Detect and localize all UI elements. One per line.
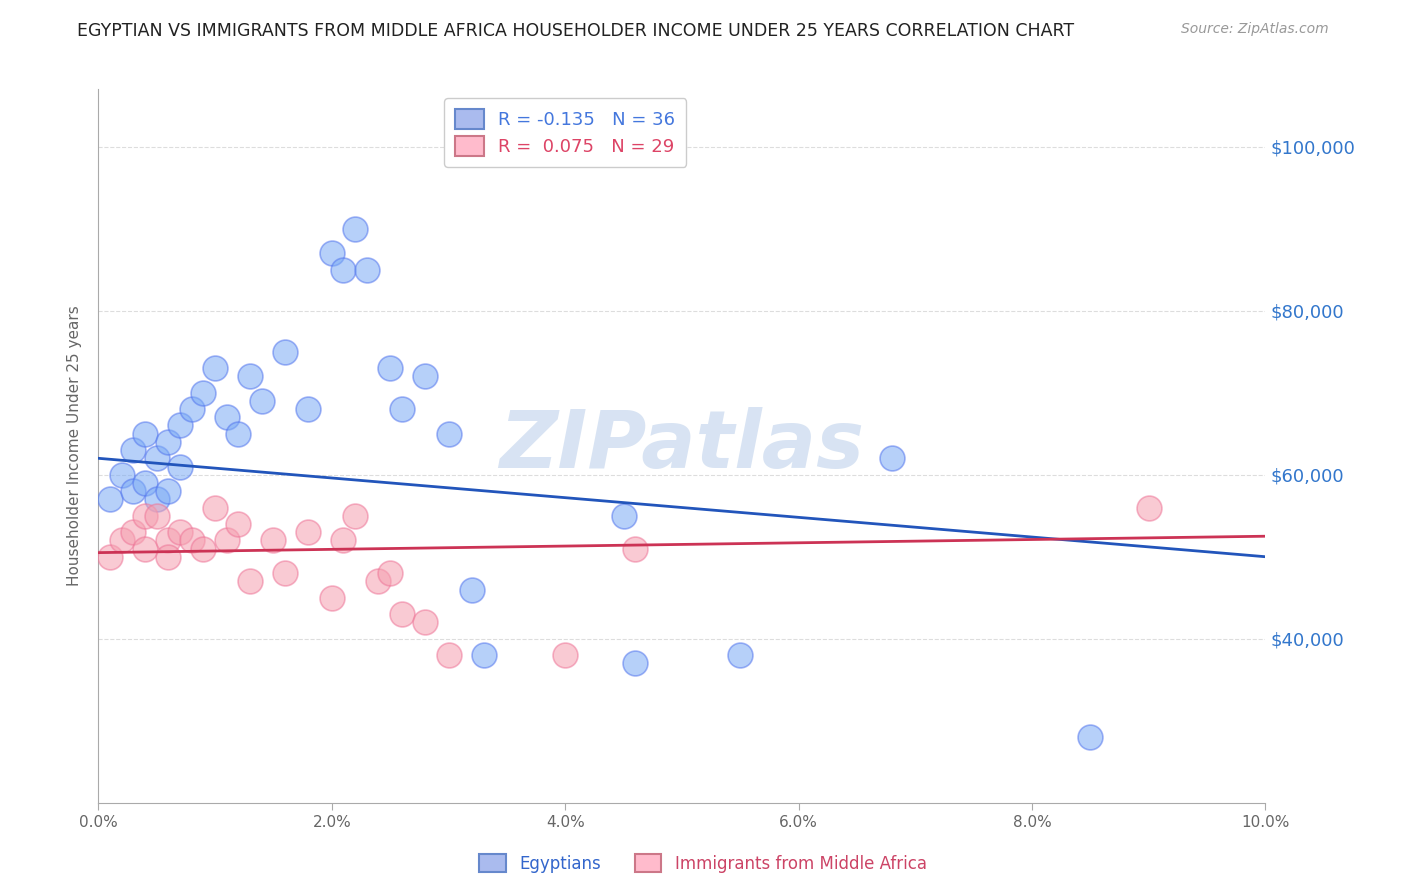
Y-axis label: Householder Income Under 25 years: Householder Income Under 25 years [67, 306, 83, 586]
Point [122, 525, 145, 540]
Point [461, 582, 484, 597]
Text: ZIPatlas: ZIPatlas [499, 407, 865, 485]
Point [332, 262, 354, 277]
Point [437, 648, 460, 662]
Point [624, 657, 647, 671]
Point [169, 418, 191, 433]
Point [180, 402, 202, 417]
Point [157, 484, 180, 499]
Point [146, 451, 169, 466]
Point [134, 475, 156, 490]
Point [297, 402, 319, 417]
Point [321, 246, 343, 260]
Point [169, 525, 191, 540]
Point [122, 484, 145, 499]
Point [250, 393, 273, 408]
Point [98, 492, 121, 507]
Point [344, 221, 367, 235]
Point [624, 541, 647, 556]
Point [215, 533, 238, 548]
Point [146, 492, 169, 507]
Point [146, 508, 169, 523]
Point [157, 533, 180, 548]
Point [413, 615, 436, 630]
Point [1137, 500, 1160, 515]
Point [204, 361, 226, 376]
Point [134, 508, 156, 523]
Point [321, 591, 343, 605]
Point [228, 426, 250, 441]
Point [728, 648, 751, 662]
Point [262, 533, 284, 548]
Point [612, 508, 634, 523]
Text: Source: ZipAtlas.com: Source: ZipAtlas.com [1181, 22, 1329, 37]
Point [297, 525, 319, 540]
Point [356, 262, 378, 277]
Point [239, 369, 262, 384]
Point [332, 533, 354, 548]
Point [169, 459, 191, 474]
Point [367, 574, 389, 589]
Point [157, 434, 180, 449]
Point [122, 443, 145, 458]
Legend: Egyptians, Immigrants from Middle Africa: Egyptians, Immigrants from Middle Africa [472, 847, 934, 880]
Point [344, 508, 367, 523]
Point [274, 566, 297, 581]
Point [274, 344, 297, 359]
Point [215, 410, 238, 425]
Point [193, 385, 215, 400]
Point [134, 541, 156, 556]
Point [239, 574, 262, 589]
Point [391, 607, 413, 622]
Point [413, 369, 436, 384]
Point [437, 426, 460, 441]
Point [378, 361, 402, 376]
Point [378, 566, 402, 581]
Point [554, 648, 576, 662]
Point [111, 467, 134, 482]
Point [228, 516, 250, 531]
Point [204, 500, 226, 515]
Point [98, 549, 121, 564]
Point [193, 541, 215, 556]
Point [1080, 730, 1102, 744]
Legend: R = -0.135   N = 36, R =  0.075   N = 29: R = -0.135 N = 36, R = 0.075 N = 29 [444, 98, 686, 167]
Point [391, 402, 413, 417]
Text: EGYPTIAN VS IMMIGRANTS FROM MIDDLE AFRICA HOUSEHOLDER INCOME UNDER 25 YEARS CORR: EGYPTIAN VS IMMIGRANTS FROM MIDDLE AFRIC… [77, 22, 1074, 40]
Point [880, 451, 903, 466]
Point [111, 533, 134, 548]
Point [134, 426, 156, 441]
Point [157, 549, 180, 564]
Point [180, 533, 202, 548]
Point [472, 648, 495, 662]
